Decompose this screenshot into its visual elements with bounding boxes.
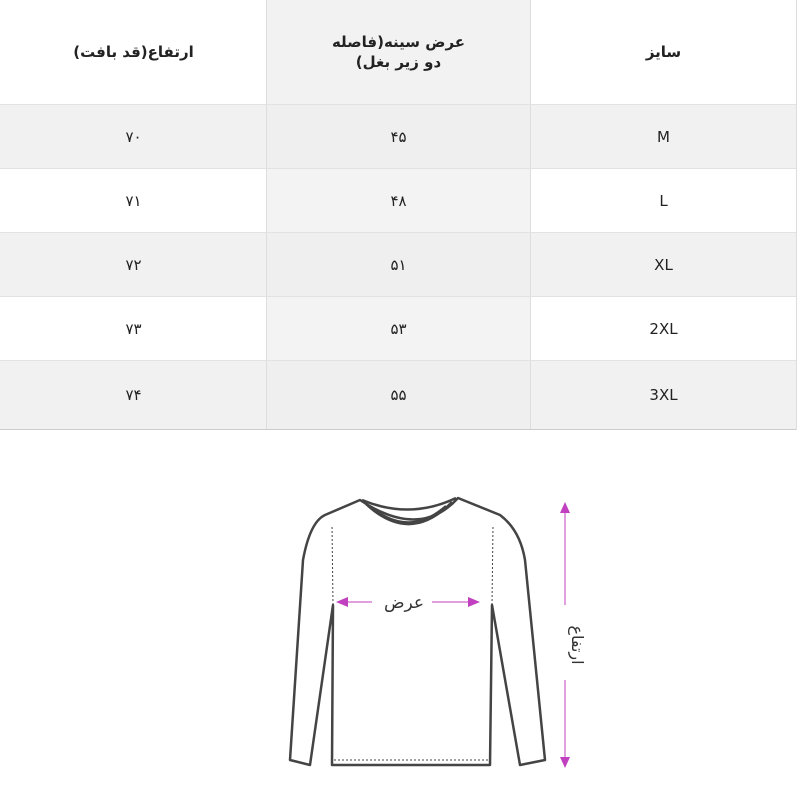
header-chest-width: عرض سینه(فاصله دو زیر بغل): [266, 0, 531, 104]
height-arrow: [560, 502, 570, 768]
height-cell: ۷۱: [125, 191, 142, 210]
chest-cell: ۴۸: [266, 169, 531, 232]
table-header-row: سایز عرض سینه(فاصله دو زیر بغل) ارتفاع(ق…: [0, 0, 796, 105]
height-label: ارتفاع: [567, 625, 587, 664]
size-cell: XL: [654, 255, 673, 274]
height-cell: ۷۲: [125, 255, 142, 274]
size-cell: L: [659, 191, 668, 210]
chest-cell: ۵۵: [266, 361, 531, 429]
chest-cell: ۵۳: [266, 297, 531, 360]
chest-cell: ۴۵: [266, 105, 531, 168]
table-row: M ۴۵ ۷۰: [0, 105, 796, 169]
table-row: 2XL ۵۳ ۷۳: [0, 297, 796, 361]
size-cell: 2XL: [649, 319, 678, 338]
table-row: 3XL ۵۵ ۷۴: [0, 361, 796, 430]
shirt-outline-icon: [288, 496, 547, 767]
height-cell: ۷۰: [125, 127, 142, 146]
header-height: ارتفاع(قد بافت): [73, 43, 194, 61]
size-cell: 3XL: [649, 386, 678, 404]
size-cell: M: [657, 127, 670, 146]
table-row: XL ۵۱ ۷۲: [0, 233, 796, 297]
width-arrow: [336, 597, 480, 607]
height-cell: ۷۳: [125, 319, 142, 338]
height-cell: ۷۴: [125, 386, 142, 404]
header-size: سایز: [645, 43, 682, 61]
width-label: عرض: [384, 593, 424, 613]
table-row: L ۴۸ ۷۱: [0, 169, 796, 233]
chest-cell: ۵۱: [266, 233, 531, 296]
size-table: سایز عرض سینه(فاصله دو زیر بغل) ارتفاع(ق…: [0, 0, 797, 430]
